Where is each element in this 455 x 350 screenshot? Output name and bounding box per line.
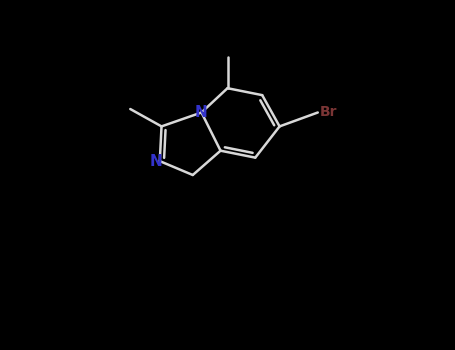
Text: Br: Br — [319, 105, 337, 119]
Text: N: N — [150, 154, 163, 169]
Text: N: N — [195, 105, 208, 120]
